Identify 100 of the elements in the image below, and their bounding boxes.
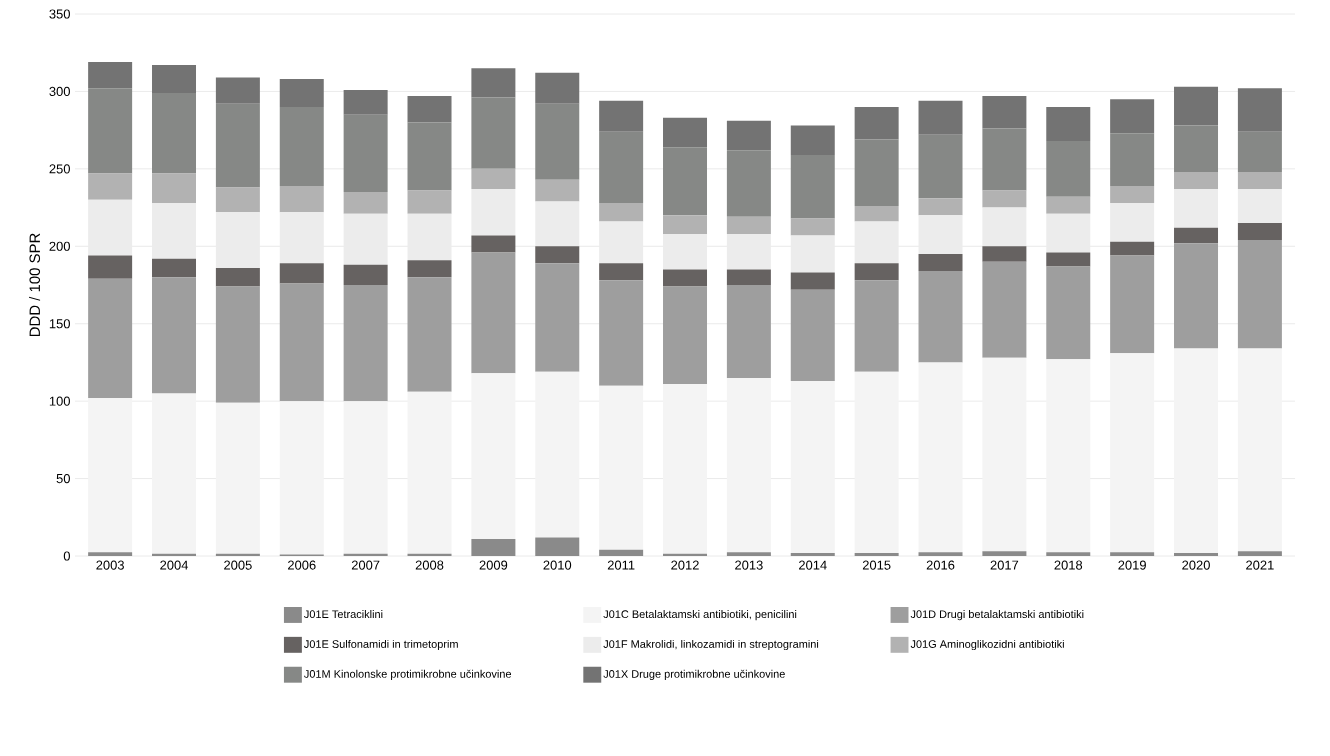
bar — [343, 213, 388, 265]
bar — [854, 552, 899, 556]
bar — [1110, 202, 1155, 242]
bar — [279, 212, 324, 264]
bar — [215, 212, 260, 268]
legend-label: J01G Aminoglikozidni antibiotiki — [910, 639, 1064, 651]
bar — [663, 147, 708, 216]
bar — [88, 278, 133, 399]
bar — [599, 221, 644, 264]
bar — [1046, 359, 1091, 553]
bar — [407, 96, 452, 123]
bar — [854, 263, 899, 281]
x-tick-label: 2003 — [96, 560, 124, 570]
bar — [918, 254, 963, 272]
y-tick-label: 200 — [49, 241, 70, 251]
bar — [152, 92, 197, 174]
bar — [535, 371, 580, 538]
bar — [88, 173, 133, 200]
bar — [279, 263, 324, 284]
bar — [599, 202, 644, 222]
bar — [343, 401, 388, 554]
x-tick-label: 2016 — [926, 560, 955, 570]
bar — [1046, 266, 1091, 360]
bar — [1174, 86, 1219, 126]
bar — [982, 357, 1027, 552]
bar — [215, 77, 260, 104]
bar — [1237, 551, 1282, 556]
bar — [726, 150, 771, 217]
bar — [279, 283, 324, 402]
bar — [343, 264, 388, 285]
bar — [535, 103, 580, 180]
bar — [726, 269, 771, 285]
bar — [790, 218, 835, 236]
bar — [918, 552, 963, 556]
bar — [982, 96, 1027, 129]
bar — [535, 246, 580, 264]
bar — [471, 68, 516, 98]
bar — [1174, 125, 1219, 172]
bar — [215, 286, 260, 403]
bar — [1110, 133, 1155, 186]
x-tick-label: 2014 — [799, 560, 827, 570]
bar — [535, 263, 580, 372]
bar — [407, 122, 452, 191]
bar — [1237, 188, 1282, 224]
bar — [726, 552, 771, 556]
bar — [279, 401, 324, 555]
legend-label: J01F Makrolidi, linkozamidi in streptogramini — [603, 639, 819, 651]
bar — [663, 269, 708, 287]
bar — [215, 187, 260, 213]
bar — [1110, 552, 1155, 556]
bar — [918, 362, 963, 553]
x-tick-label: 2005 — [224, 560, 252, 570]
legend-label: J01M Kinolonske protimikrobne učinkovine — [304, 669, 512, 680]
y-tick-label: 0 — [63, 551, 70, 561]
bar — [1174, 348, 1219, 553]
bar — [88, 62, 133, 89]
x-tick-label: 2009 — [479, 560, 508, 570]
legend-label: J01E Tetraciklini — [304, 610, 383, 619]
bar — [982, 128, 1027, 191]
bar — [790, 154, 835, 219]
bar — [982, 190, 1027, 208]
bar — [1237, 131, 1282, 172]
bar — [790, 125, 835, 155]
bar — [599, 100, 644, 132]
bar — [1237, 88, 1282, 132]
x-tick-label: 2012 — [671, 560, 699, 570]
bar — [599, 549, 644, 556]
bar — [726, 377, 771, 553]
bar — [854, 206, 899, 222]
bar — [599, 280, 644, 386]
bar — [471, 97, 516, 169]
bar — [1237, 223, 1282, 241]
bar — [1046, 140, 1091, 197]
bar — [407, 190, 452, 214]
bar — [790, 235, 835, 273]
bar — [279, 79, 324, 107]
y-axis-title: DDD / 100 SPR — [29, 233, 41, 337]
bar — [726, 120, 771, 151]
bar — [343, 285, 388, 402]
bar — [918, 271, 963, 363]
bar — [215, 267, 260, 287]
bar — [471, 235, 516, 253]
bar — [1046, 106, 1091, 141]
bar — [982, 261, 1027, 358]
bar — [790, 289, 835, 382]
y-tick-label: 150 — [49, 319, 70, 329]
bar — [982, 207, 1027, 247]
x-tick-label: 2018 — [1054, 560, 1083, 570]
bar — [918, 134, 963, 199]
bar — [1237, 171, 1282, 189]
bar — [1110, 185, 1155, 203]
y-tick-label: 250 — [49, 164, 70, 174]
bar — [982, 551, 1027, 556]
legend-label: J01E Sulfonamidi in trimetoprim — [304, 639, 458, 651]
legend-label: J01X Druge protimikrobne učinkovine — [603, 669, 785, 680]
x-tick-label: 2021 — [1246, 560, 1274, 570]
bar — [535, 179, 580, 202]
bar — [343, 114, 388, 193]
legend-label: J01C Betalaktamski antibiotiki, penicilini — [603, 610, 797, 621]
bar — [343, 192, 388, 214]
